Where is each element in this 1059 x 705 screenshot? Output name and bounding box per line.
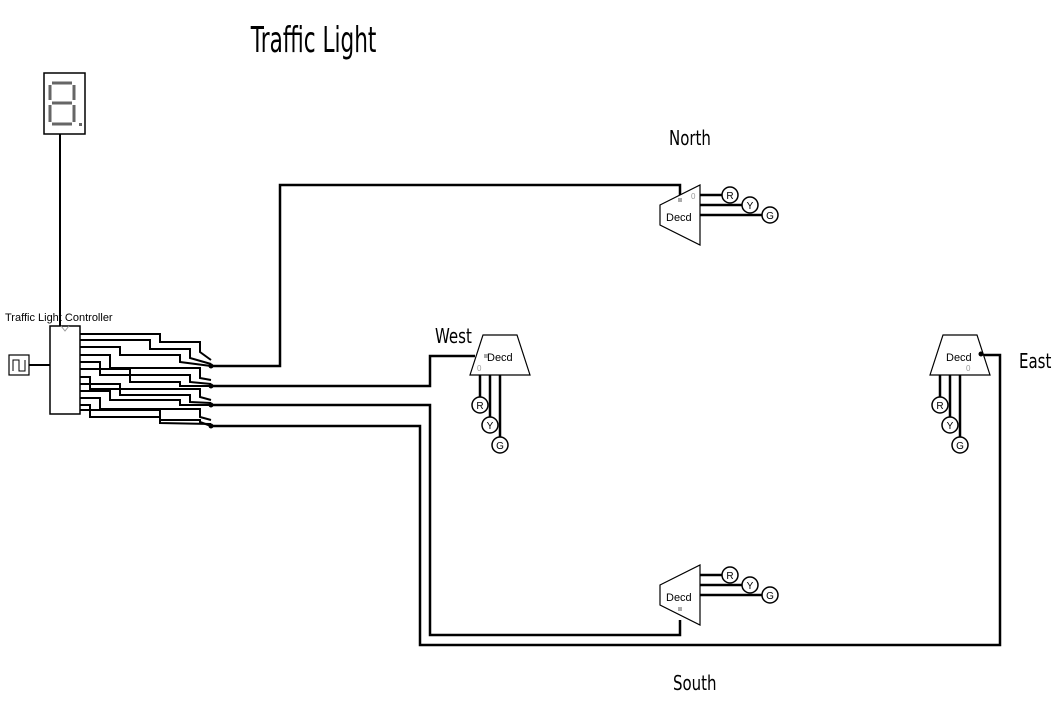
controller-label: Traffic Light Controller (5, 312, 113, 324)
lamp-south-red: R (721, 566, 739, 584)
svg-text:R: R (726, 191, 733, 202)
svg-text:0: 0 (691, 192, 696, 201)
decoder-south[interactable]: Decd (659, 564, 701, 626)
lamp-west-yellow: Y (481, 416, 499, 434)
svg-text:G: G (766, 211, 774, 222)
svg-text:Decd: Decd (666, 212, 692, 224)
label-east: East (1019, 351, 1051, 374)
svg-text:Y: Y (747, 201, 754, 212)
lamp-north-red: R (721, 186, 739, 204)
svg-text:G: G (766, 591, 774, 602)
svg-text:Decd: Decd (946, 352, 972, 364)
svg-text:R: R (936, 401, 943, 412)
lamp-north-green: G (761, 206, 779, 224)
clock-icon[interactable] (8, 354, 30, 376)
traffic-light-controller[interactable] (49, 325, 81, 415)
decoder-west[interactable]: Decd 0 (469, 334, 531, 376)
page-title: Traffic Light (250, 18, 376, 60)
lamp-north-yellow: Y (741, 196, 759, 214)
svg-text:Decd: Decd (487, 352, 513, 364)
svg-text:R: R (726, 571, 733, 582)
bus-wires (211, 183, 1002, 647)
lamp-east-green: G (951, 436, 969, 454)
svg-text:G: G (496, 441, 504, 452)
controller-wires (80, 333, 212, 427)
lamp-west-red: R (471, 396, 489, 414)
svg-text:Y: Y (747, 581, 754, 592)
decoder-east[interactable]: Decd 0 (929, 334, 991, 376)
lamp-west-green: G (491, 436, 509, 454)
label-south: South (673, 673, 717, 696)
svg-text:Y: Y (487, 421, 494, 432)
svg-text:Y: Y (947, 421, 954, 432)
lamp-south-yellow: Y (741, 576, 759, 594)
lamp-east-red: R (931, 396, 949, 414)
seven-segment-display[interactable] (43, 72, 86, 135)
lamp-east-yellow: Y (941, 416, 959, 434)
label-north: North (669, 128, 711, 151)
svg-text:0: 0 (477, 364, 482, 373)
svg-text:R: R (476, 401, 483, 412)
label-west: West (435, 326, 472, 349)
svg-text:0: 0 (966, 364, 971, 373)
lamp-south-green: G (761, 586, 779, 604)
decoder-north[interactable]: Decd 0 (659, 184, 701, 246)
svg-text:Decd: Decd (666, 592, 692, 604)
svg-text:G: G (956, 441, 964, 452)
